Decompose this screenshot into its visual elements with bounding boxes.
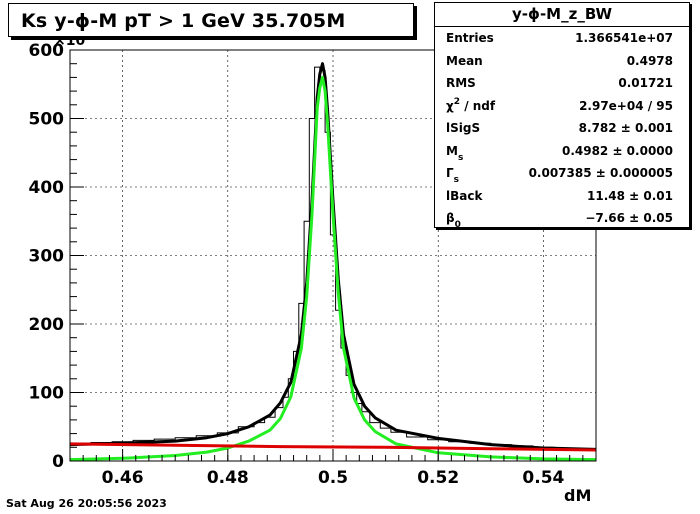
y-tick-label: 500 — [29, 110, 65, 130]
timestamp-footer: Sat Aug 26 20:05:56 2023 — [6, 497, 167, 510]
beta-symbol: β — [446, 211, 455, 225]
stat-label: lSigS — [446, 121, 481, 135]
chi-symbol: χ — [446, 98, 454, 113]
y-tick-label: 300 — [29, 247, 65, 267]
background-curve — [69, 442, 597, 452]
stat-mean: Mean 0.4978 — [435, 50, 689, 73]
stat-value: 1.366541e+07 — [575, 31, 673, 45]
chi-rest: / ndf — [460, 98, 496, 113]
axes: 0.46 0.48 0.5 0.52 0.54 0 100 200 300 400 500 600 — [29, 41, 597, 488]
stat-label: β0 — [446, 211, 461, 230]
stat-lsigs: lSigS 8.782 ± 0.001 — [435, 117, 689, 140]
stat-value: 0.4982 ± 0.0000 — [561, 143, 673, 158]
gamma-symbol: Γ — [446, 166, 454, 180]
stat-lback: lBack 11.48 ± 0.01 — [435, 185, 689, 208]
stat-label: Γs — [446, 166, 459, 185]
stat-label: χ2 / ndf — [446, 96, 496, 113]
stat-label: Entries — [446, 31, 494, 45]
stat-value: 0.4978 — [626, 53, 673, 68]
y-exponent-label: ×10 — [54, 33, 86, 49]
stat-ms: Ms 0.4982 ± 0.0000 — [435, 140, 689, 163]
grid-lines — [70, 50, 596, 461]
x-tick-label: 0.5 — [318, 468, 348, 488]
stat-label: Mean — [446, 53, 483, 68]
stat-label: lBack — [446, 188, 483, 203]
chi-superscript: 2 — [453, 96, 461, 107]
stats-title: y-ϕ-M_z_BW — [435, 3, 689, 27]
stats-box: y-ϕ-M_z_BW Entries 1.366541e+07 Mean 0.4… — [434, 2, 690, 230]
stat-value: 0.01721 — [618, 76, 673, 90]
total_fit-curve — [69, 62, 597, 451]
x-tick-label: 0.52 — [417, 468, 459, 488]
ms-symbol: M — [446, 143, 458, 158]
stat-value: 2.97e+04 / 95 — [579, 98, 673, 113]
stat-label: Ms — [446, 143, 463, 163]
y-tick-label: 400 — [29, 178, 65, 198]
stat-label: RMS — [446, 76, 476, 90]
y-tick-label: 600 — [29, 41, 65, 61]
y-tick-label: 100 — [29, 384, 65, 404]
beta-subscript: 0 — [454, 220, 461, 230]
stat-rms: RMS 0.01721 — [435, 72, 689, 95]
y-tick-label: 200 — [29, 315, 65, 335]
stat-value: 8.782 ± 0.001 — [578, 121, 673, 135]
stat-beta0: β0 −7.66 ± 0.05 — [435, 207, 689, 230]
gamma-subscript: s — [453, 175, 460, 185]
x-tick-label: 0.54 — [522, 468, 564, 488]
x-tick-label: 0.48 — [207, 468, 249, 488]
x-tick-label: 0.46 — [102, 468, 144, 488]
ms-subscript: s — [457, 152, 464, 163]
stat-gamma: Γs 0.007385 ± 0.000005 — [435, 162, 689, 185]
stat-value: −7.66 ± 0.05 — [585, 211, 673, 225]
x-axis-title: dM — [564, 486, 592, 505]
stat-value: 11.48 ± 0.01 — [587, 188, 673, 203]
chart-title: Ks y-ϕ-M pT > 1 GeV 35.705M — [21, 10, 346, 32]
title-box: Ks y-ϕ-M pT > 1 GeV 35.705M — [8, 3, 414, 37]
stat-value: 0.007385 ± 0.000005 — [528, 166, 673, 180]
stat-entries: Entries 1.366541e+07 — [435, 27, 689, 50]
y-tick-label: 0 — [52, 452, 64, 472]
stat-chi2: χ2 / ndf 2.97e+04 / 95 — [435, 95, 689, 118]
fit-curves — [69, 62, 597, 462]
